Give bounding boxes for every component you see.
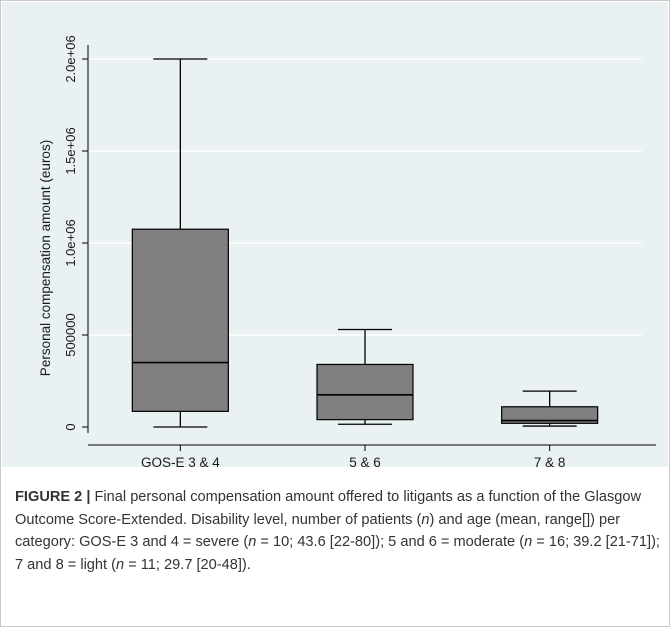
category-label-1: 5 & 6 xyxy=(349,455,381,467)
category-label-0: GOS-E 3 & 4 xyxy=(141,455,220,467)
boxplot-chart: 0 500000 1.0e+06 1.5e+06 2.0e+06 Personal com… xyxy=(38,35,656,467)
box-2 xyxy=(501,406,599,424)
y-tick-label-0: 0 xyxy=(63,423,78,430)
y-tick-label-1: 500000 xyxy=(63,313,78,356)
figure-caption: FIGURE 2 | Final personal compensation a… xyxy=(15,486,661,576)
caption-text-3: = 10; 43.6 [22-80]); 5 and 6 = moderate … xyxy=(256,534,525,551)
figure-label: FIGURE 2 | xyxy=(15,489,91,505)
caption-text-4: = 16; 39.2 [21-71]); 7 and 8 = light ( xyxy=(15,534,660,573)
caption-text-2: ) and age (mean, range[]) per category: … xyxy=(15,511,621,551)
box-1 xyxy=(316,363,414,421)
caption-n-4: n xyxy=(116,556,125,573)
y-tick-label-4: 2.0e+06 xyxy=(63,35,78,82)
caption-n-3: n xyxy=(524,534,533,551)
caption-n-1: n xyxy=(421,511,430,528)
y-tick-label-2: 1.0e+06 xyxy=(63,219,78,266)
box-0 xyxy=(131,228,229,412)
category-label-2: 7 & 8 xyxy=(534,455,566,467)
caption-text-5: = 11; 29.7 [20-48]). xyxy=(124,556,251,573)
y-axis-title: Personal compensation amount (euros) xyxy=(38,140,53,376)
caption-text-1: Final personal compensation amount offer… xyxy=(15,489,642,528)
y-tick-label-3: 1.5e+06 xyxy=(63,127,78,174)
caption-n-2: n xyxy=(248,534,257,551)
